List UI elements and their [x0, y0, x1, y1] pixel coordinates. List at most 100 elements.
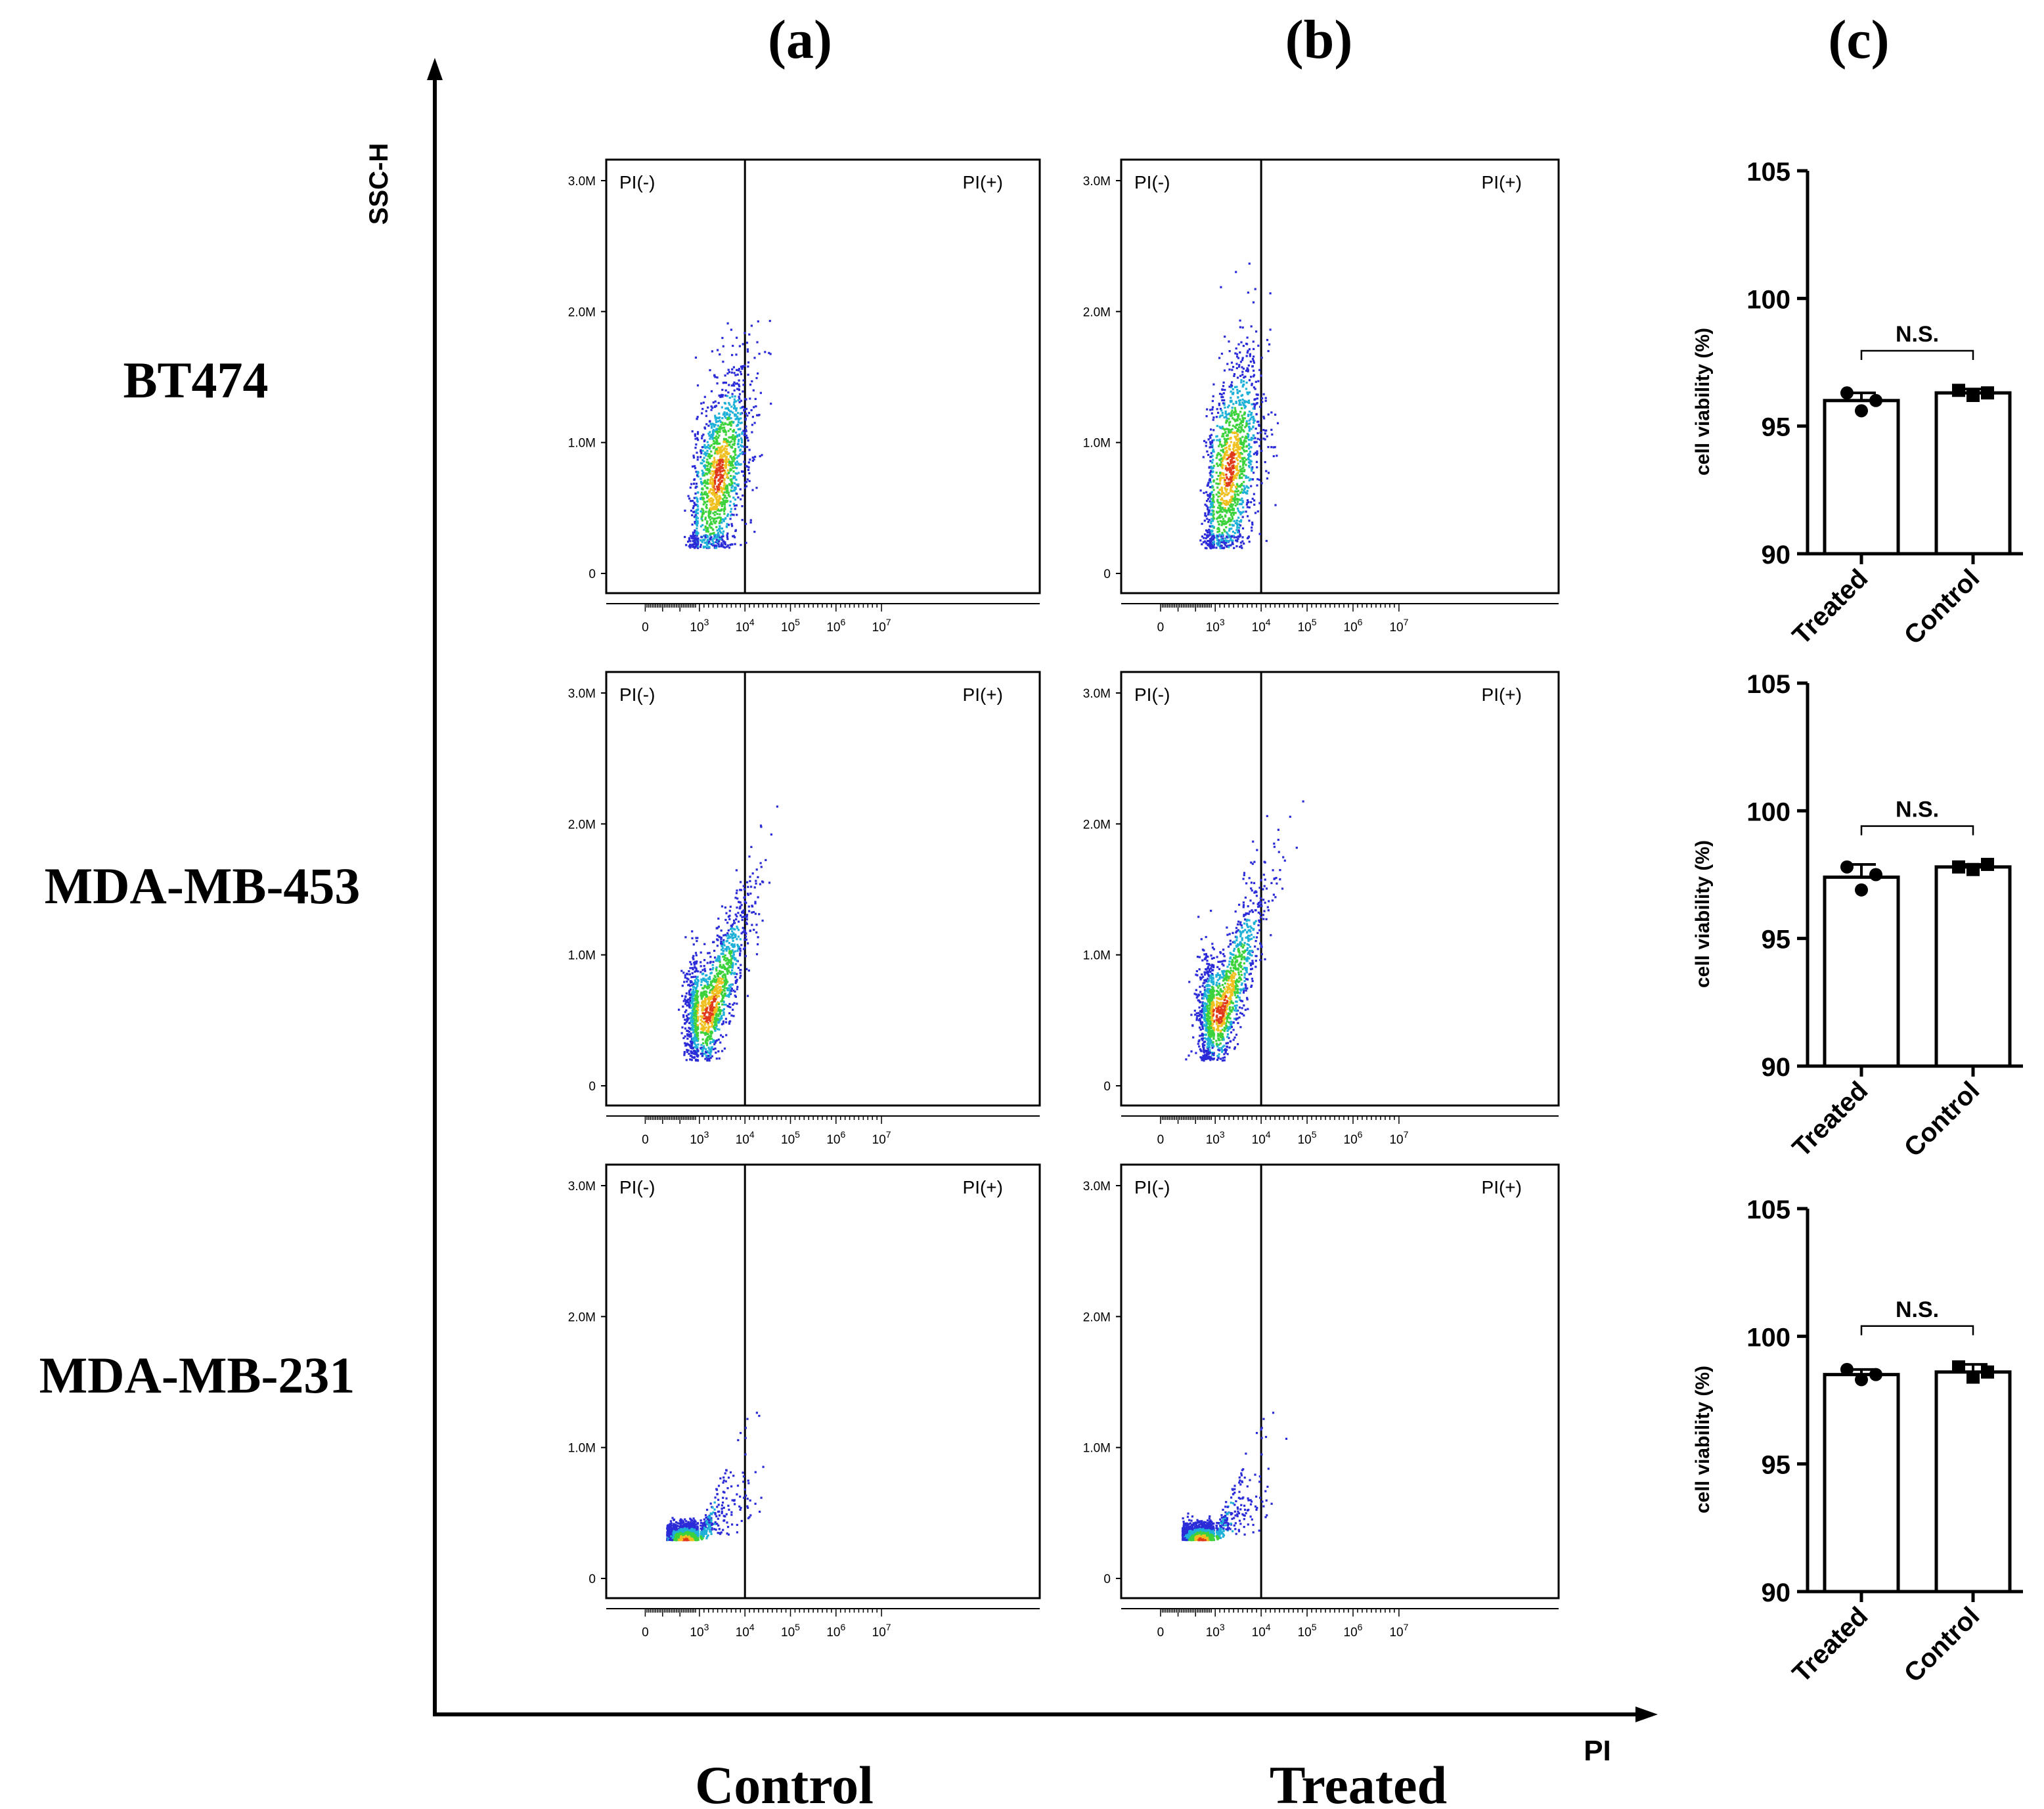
data-point	[1855, 1373, 1868, 1387]
gate-label-positive: PI(+)	[963, 684, 1003, 705]
x-tick-label: 104	[736, 617, 755, 635]
y-tick-label: 3.0M	[1083, 687, 1111, 701]
y-tick-label: 1.0M	[568, 949, 596, 963]
flow-plot-5: 0 1.0M 2.0M 3.0M 0 103 104 105 106 107 PI(-) PI(+)	[568, 1163, 1041, 1640]
data-point	[1869, 393, 1882, 407]
significance-label: N.S.	[1896, 797, 1939, 822]
gate-label-negative: PI(-)	[619, 1177, 655, 1197]
bar-y-tick-label: 90	[1762, 541, 1791, 570]
y-tick-label: 1.0M	[1083, 437, 1111, 451]
bar-control	[1934, 865, 2012, 1068]
significance-bracket	[1860, 825, 1974, 836]
gate-label-negative: PI(-)	[1134, 684, 1170, 705]
x-tick-label: 0	[642, 621, 649, 635]
x-tick-label: 104	[736, 1129, 755, 1147]
plot-frame	[605, 158, 1041, 594]
plots-layer: 0 1.0M 2.0M 3.0M 0 103 104 105 106 107 PI(-) PI(+) 0…	[568, 158, 2023, 1688]
x-tick-label: 104	[1252, 1129, 1271, 1147]
x-tick-label: 106	[826, 1129, 845, 1147]
bar-y-tick-label: 95	[1762, 926, 1791, 954]
x-tick-label: 0	[642, 1133, 649, 1147]
flow-plot-1: 0 1.0M 2.0M 3.0M 0 103 104 105 106 107 PI(-) PI(+)	[568, 158, 1041, 635]
data-point	[1981, 857, 1994, 871]
panel-label-b: (b)	[1285, 9, 1353, 70]
y-tick-label: 0	[589, 1573, 596, 1586]
gate-label-negative: PI(-)	[1134, 1177, 1170, 1197]
y-tick-label: 1.0M	[568, 437, 596, 451]
y-tick-label: 1.0M	[568, 1442, 596, 1456]
bar-category-label: Treated	[1787, 1601, 1874, 1688]
y-tick-label: 0	[589, 1080, 596, 1094]
flow-plot-6: 0 1.0M 2.0M 3.0M 0 103 104 105 106 107 PI(-) PI(+)	[1083, 1163, 1560, 1640]
significance-label: N.S.	[1896, 1297, 1939, 1322]
bar-y-axis-label: cell viability (%)	[1692, 1366, 1714, 1513]
panel-label-c: (c)	[1828, 9, 1889, 70]
viability-bar-chart-2: 90 95 100 105 cell viability (%) Treated Contr…	[1692, 670, 2023, 1163]
bar-y-tick-label: 100	[1746, 797, 1790, 826]
data-point	[1966, 389, 1980, 403]
density-dots	[678, 805, 778, 1062]
bar-y-tick-label: 100	[1746, 285, 1790, 314]
density-dots	[1181, 1412, 1288, 1542]
data-point	[1869, 868, 1882, 882]
x-tick-label: 105	[781, 1622, 800, 1640]
bar-y-axis-label: cell viability (%)	[1692, 328, 1714, 476]
x-tick-label: 103	[1206, 1129, 1225, 1147]
density-dots	[684, 320, 772, 549]
y-tick-label: 0	[1103, 1573, 1111, 1586]
x-tick-label: 106	[1344, 617, 1363, 635]
x-tick-label: 106	[826, 617, 845, 635]
x-tick-label: 107	[1389, 1129, 1408, 1147]
significance-bracket	[1860, 349, 1974, 361]
y-tick-label: 3.0M	[1083, 175, 1111, 189]
global-x-axis-label: PI	[1584, 1735, 1611, 1767]
data-point	[1981, 1365, 1994, 1379]
x-tick-label: 107	[872, 1129, 891, 1147]
flow-plot-4: 0 1.0M 2.0M 3.0M 0 103 104 105 106 107 PI(-) PI(+)	[1083, 671, 1560, 1147]
density-dots	[1185, 800, 1304, 1062]
bar-category-label: Control	[1899, 1076, 1986, 1163]
x-tick-label: 104	[1252, 617, 1271, 635]
y-tick-label: 3.0M	[568, 175, 596, 189]
x-tick-label: 104	[736, 1622, 755, 1640]
data-point	[1840, 386, 1854, 400]
bar-y-tick-label: 90	[1762, 1053, 1791, 1082]
y-tick-label: 0	[589, 568, 596, 581]
y-tick-label: 3.0M	[568, 687, 596, 701]
column-label-treated: Treated	[1270, 1755, 1447, 1809]
x-tick-label: 103	[690, 1129, 709, 1147]
x-tick-label: 103	[690, 617, 709, 635]
bar-y-tick-label: 100	[1746, 1323, 1790, 1352]
gate-label-positive: PI(+)	[963, 1177, 1003, 1197]
x-tick-label: 107	[872, 1622, 891, 1640]
data-point	[1966, 862, 1980, 876]
x-tick-label: 0	[1157, 1626, 1165, 1640]
x-tick-label: 106	[1344, 1129, 1363, 1147]
y-tick-label: 2.0M	[1083, 305, 1111, 319]
data-point	[1869, 1368, 1882, 1381]
x-tick-label: 105	[1298, 1129, 1317, 1147]
data-point	[1855, 404, 1868, 418]
y-tick-label: 2.0M	[1083, 1310, 1111, 1324]
data-point	[1952, 860, 1965, 874]
x-tick-label: 105	[1298, 1622, 1317, 1640]
data-point	[1952, 1360, 1965, 1374]
bar-y-axis-label: cell viability (%)	[1692, 840, 1714, 988]
y-tick-label: 3.0M	[1083, 1180, 1111, 1194]
bar-control	[1934, 1370, 2012, 1594]
x-tick-label: 107	[1389, 617, 1408, 635]
x-tick-label: 105	[781, 1129, 800, 1147]
bar-treated	[1823, 1373, 1900, 1594]
global-x-axis	[433, 1707, 1658, 1722]
y-tick-label: 0	[1103, 568, 1111, 581]
x-tick-label: 106	[1344, 1622, 1363, 1640]
x-tick-label: 105	[781, 617, 800, 635]
x-tick-label: 107	[1389, 1622, 1408, 1640]
bar-y-tick-label: 105	[1746, 158, 1790, 187]
row-label-mda-mb-453: MDA-MB-453	[45, 857, 361, 914]
x-tick-label: 105	[1298, 617, 1317, 635]
bar-category-label: Control	[1899, 1601, 1986, 1688]
plot-frame	[1120, 671, 1560, 1107]
data-point	[1840, 860, 1854, 874]
